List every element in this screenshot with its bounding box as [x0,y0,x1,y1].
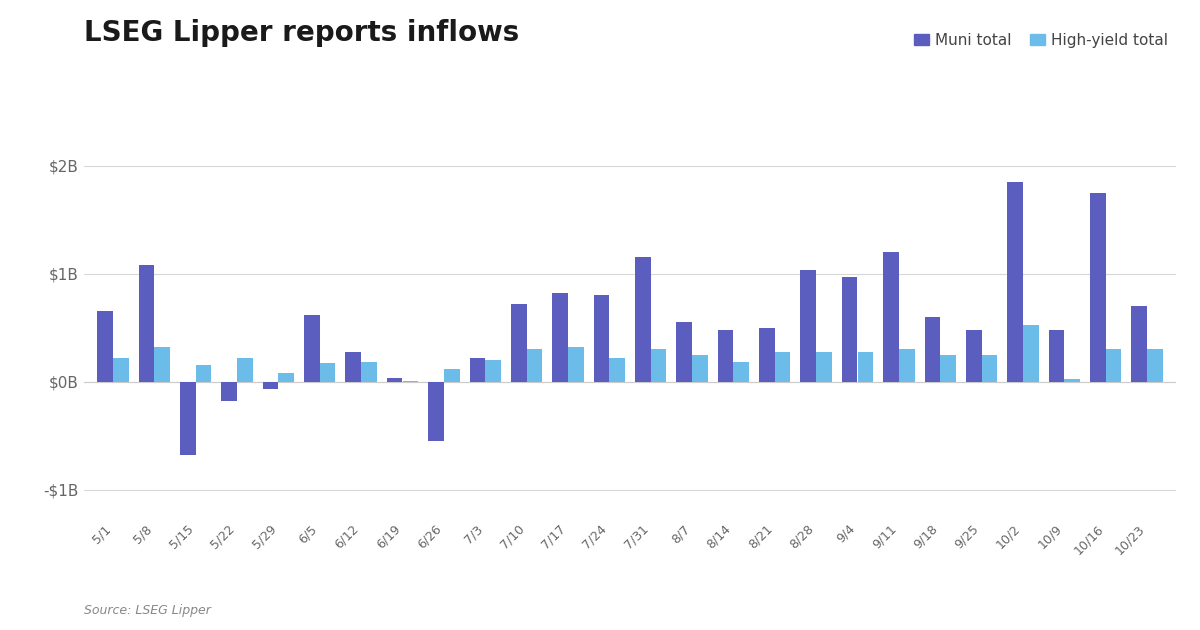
Bar [1022,326,1039,382]
Bar [650,349,666,382]
Bar [924,317,941,382]
Bar [1049,329,1064,382]
Bar [361,362,377,382]
Bar [733,362,749,382]
Bar [718,329,733,382]
Bar [966,329,982,382]
Bar [444,369,460,382]
Text: LSEG Lipper reports inflows: LSEG Lipper reports inflows [84,19,520,47]
Bar [610,358,625,382]
Bar [1132,306,1147,382]
Bar [1064,379,1080,382]
Bar [800,270,816,382]
Bar [760,328,775,382]
Bar [841,277,858,382]
Text: Source: LSEG Lipper: Source: LSEG Lipper [84,604,211,617]
Bar [1105,349,1122,382]
Bar [180,382,196,455]
Bar [113,358,128,382]
Bar [485,360,500,382]
Bar [402,381,419,382]
Bar [775,352,791,382]
Bar [428,382,444,441]
Bar [1147,349,1163,382]
Bar [692,355,708,382]
Bar [319,364,336,382]
Bar [278,373,294,382]
Bar [677,322,692,382]
Bar [816,352,832,382]
Bar [346,352,361,382]
Bar [883,252,899,382]
Bar [196,365,211,382]
Bar [155,347,170,382]
Bar [386,379,402,382]
Bar [469,358,485,382]
Bar [97,311,113,382]
Bar [238,358,253,382]
Bar [1090,193,1105,382]
Bar [899,349,914,382]
Bar [635,258,650,382]
Bar [858,352,874,382]
Bar [139,265,155,382]
Bar [594,295,610,382]
Legend: Muni total, High-yield total: Muni total, High-yield total [913,33,1169,48]
Bar [263,382,278,389]
Bar [552,293,568,382]
Bar [221,382,238,401]
Bar [527,349,542,382]
Bar [568,347,583,382]
Bar [511,304,527,382]
Bar [304,314,319,382]
Bar [941,355,956,382]
Bar [982,355,997,382]
Bar [1007,182,1022,382]
